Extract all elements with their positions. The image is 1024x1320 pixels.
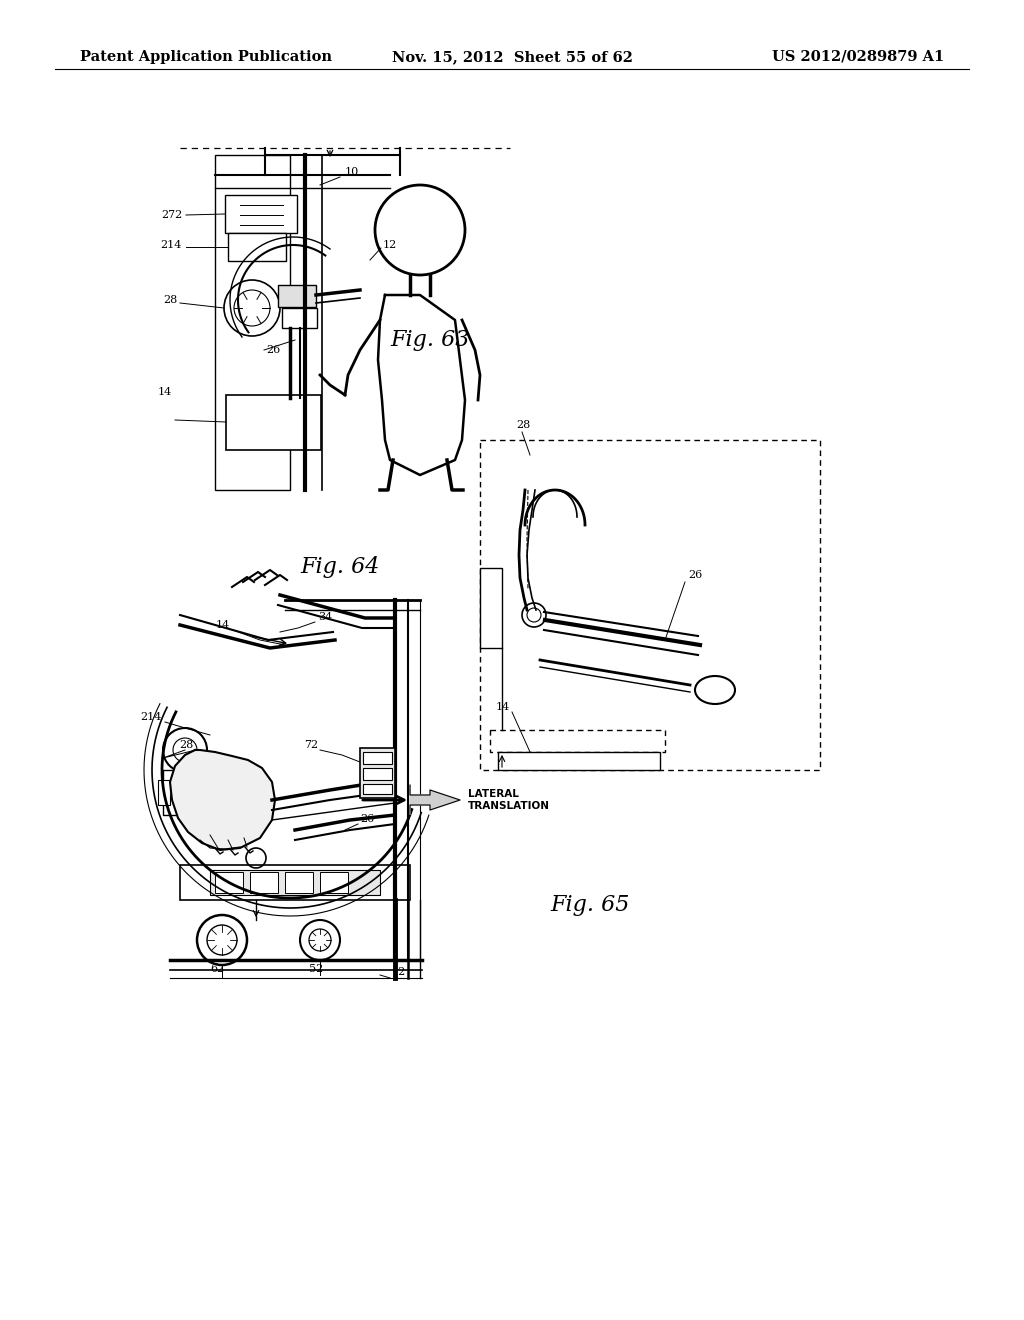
Text: 14: 14 <box>216 620 230 630</box>
Bar <box>480 440 820 770</box>
Text: 28: 28 <box>516 420 530 430</box>
Text: 26: 26 <box>360 814 374 824</box>
Bar <box>278 285 316 308</box>
Bar <box>210 870 380 895</box>
Text: 10: 10 <box>345 168 359 177</box>
Bar <box>163 770 188 814</box>
Bar <box>362 784 392 795</box>
Ellipse shape <box>695 676 735 704</box>
Text: 72: 72 <box>304 741 318 750</box>
Text: 214: 214 <box>140 711 162 722</box>
Bar <box>362 752 392 764</box>
Bar <box>498 752 660 770</box>
Text: 28: 28 <box>179 741 193 750</box>
Text: 26: 26 <box>266 345 281 355</box>
Bar <box>180 865 410 900</box>
Bar <box>215 873 243 894</box>
Bar <box>360 748 395 799</box>
Bar <box>285 873 313 894</box>
Text: 12: 12 <box>383 240 397 249</box>
Text: 62: 62 <box>210 964 224 974</box>
Text: 14: 14 <box>496 702 510 711</box>
Text: 26: 26 <box>688 570 702 579</box>
Bar <box>362 768 392 780</box>
Bar <box>250 873 278 894</box>
Text: 34: 34 <box>318 612 332 622</box>
Text: Nov. 15, 2012  Sheet 55 of 62: Nov. 15, 2012 Sheet 55 of 62 <box>391 50 633 63</box>
Bar <box>226 395 321 450</box>
Bar <box>225 195 297 234</box>
Text: Patent Application Publication: Patent Application Publication <box>80 50 332 63</box>
Bar <box>282 308 317 327</box>
Bar <box>215 154 290 490</box>
Polygon shape <box>170 750 275 850</box>
Text: Fig. 65: Fig. 65 <box>550 894 630 916</box>
Text: 52: 52 <box>309 964 324 974</box>
Bar <box>319 873 348 894</box>
Text: US 2012/0289879 A1: US 2012/0289879 A1 <box>772 50 944 63</box>
Text: 214: 214 <box>161 240 182 249</box>
Text: Fig. 64: Fig. 64 <box>300 556 380 578</box>
Text: 272: 272 <box>162 210 183 220</box>
Text: 14: 14 <box>158 387 172 397</box>
Bar <box>480 568 502 648</box>
Text: Fig. 63: Fig. 63 <box>390 329 470 351</box>
Text: 12: 12 <box>392 968 407 977</box>
Polygon shape <box>410 785 460 814</box>
Bar <box>490 730 665 752</box>
Text: LATERAL
TRANSLATION: LATERAL TRANSLATION <box>468 789 550 810</box>
Text: 28: 28 <box>164 294 178 305</box>
Bar <box>158 780 170 805</box>
Bar <box>228 234 286 261</box>
